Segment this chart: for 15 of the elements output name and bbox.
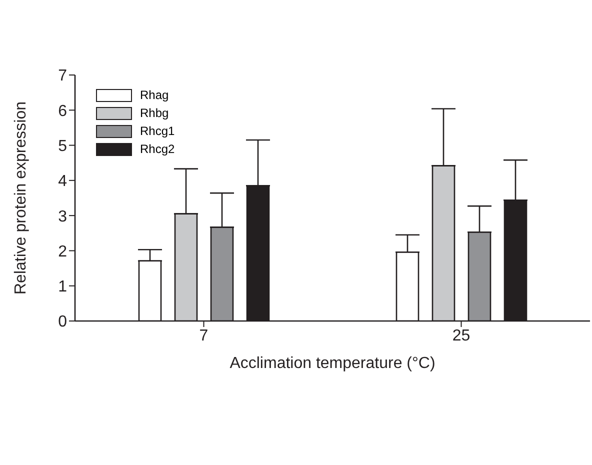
y-tick-label: 2 <box>58 243 68 260</box>
y-tick-label: 3 <box>58 208 68 226</box>
y-tick-label: 6 <box>58 102 68 120</box>
y-tick-label: 1 <box>58 278 68 296</box>
y-tick-label: 4 <box>58 173 68 190</box>
legend-label: Rhcg2 <box>140 142 175 156</box>
y-tick-label: 5 <box>58 138 68 155</box>
y-axis-title: Relative protein expression <box>12 102 30 294</box>
legend-label: Rhbg <box>140 106 169 120</box>
x-axis-title: Acclimation temperature (°C) <box>230 355 436 372</box>
legend-label: Rhcg1 <box>140 124 175 138</box>
y-tick-label: 0 <box>58 314 68 331</box>
y-tick-label: 7 <box>58 68 68 85</box>
x-tick-label: 25 <box>452 327 470 344</box>
legend-label: Rhag <box>140 88 169 102</box>
